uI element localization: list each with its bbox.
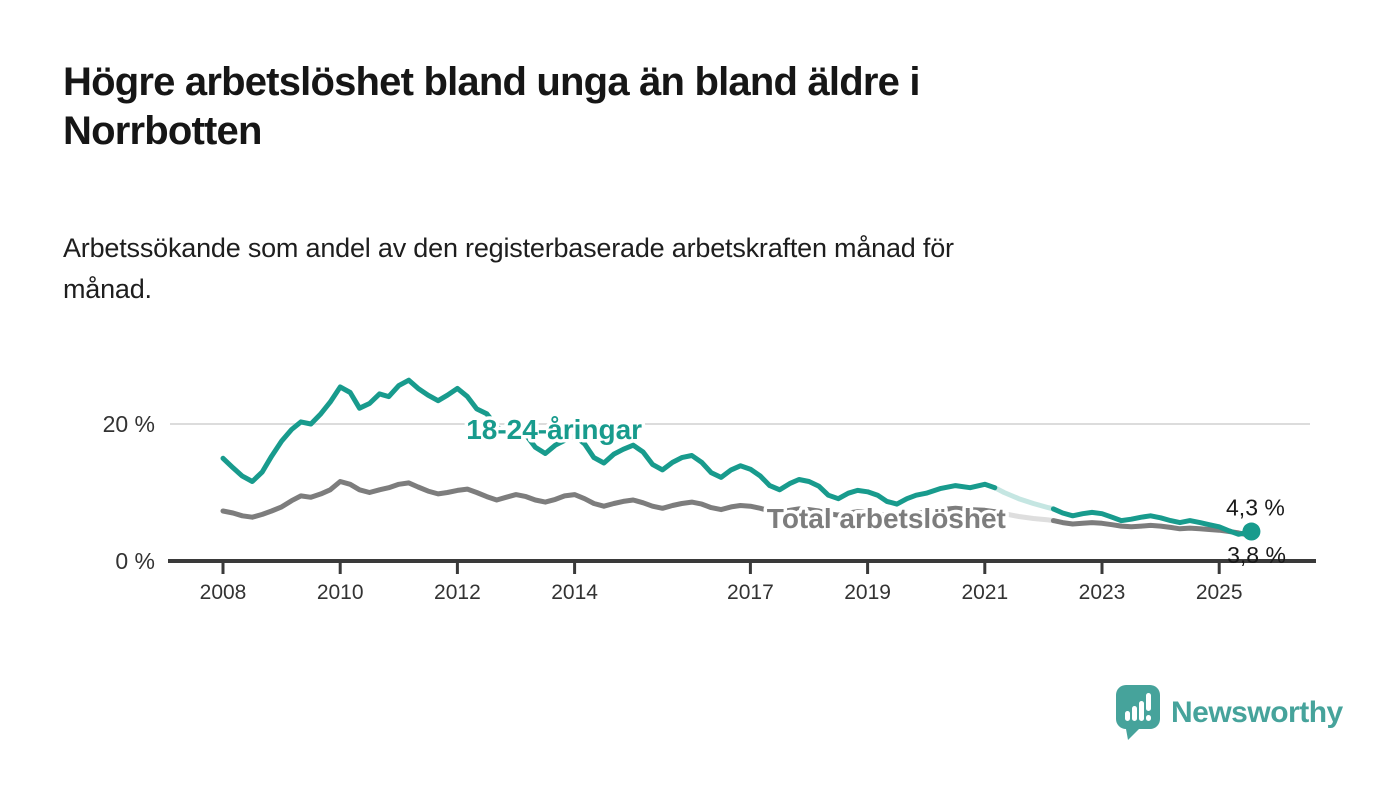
x-axis-label: 2017 (727, 581, 774, 604)
series-end-value-label: 3,8 % (1227, 542, 1286, 568)
newsworthy-logo: Newsworthy (1115, 684, 1343, 742)
x-axis-label: 2010 (317, 581, 364, 604)
series-line-18-24-åringar (1050, 506, 1254, 537)
x-axis-label: 2023 (1079, 581, 1126, 604)
series-end-dot (1242, 522, 1261, 541)
x-axis-label: 2014 (551, 581, 598, 604)
chart-subtitle: Arbetssökande som andel av den registerb… (63, 228, 1263, 309)
bar-small (1125, 711, 1130, 721)
bar-medium (1132, 706, 1137, 721)
bar-large (1139, 701, 1144, 721)
brand-name: Newsworthy (1171, 696, 1343, 729)
speech-bubble-bar-chart-icon (1116, 685, 1160, 740)
x-axis-label: 2021 (961, 581, 1008, 604)
exclamation-dot (1146, 715, 1151, 721)
series-line-gap-18-24-åringar (992, 485, 1056, 512)
page-title: Högre arbetslöshet bland unga än bland ä… (63, 58, 1193, 156)
subtitle-line-2: månad. (63, 273, 152, 304)
x-axis-label: 2008 (200, 581, 247, 604)
y-axis-label: 0 % (115, 548, 155, 574)
subtitle-line-1: Arbetssökande som andel av den registerb… (63, 233, 954, 263)
title-line-1: Högre arbetslöshet bland unga än bland ä… (63, 60, 920, 104)
x-axis-label: 2025 (1196, 581, 1243, 604)
series-line-Total arbetslöshet (1050, 518, 1251, 538)
title-line-2: Norrbotten (63, 108, 262, 153)
series-label: 18-24-åringar (466, 414, 642, 445)
y-axis-label: 20 % (103, 411, 155, 437)
exclamation-bar (1146, 693, 1151, 711)
speech-bubble-shape (1116, 685, 1160, 740)
series-end-value-label: 4,3 % (1226, 495, 1285, 521)
series-line-gap-Total arbetslöshet (992, 509, 1056, 524)
x-axis-label: 2019 (844, 581, 891, 604)
series-label: Total arbetslöshet (767, 503, 1006, 534)
series-line-18-24-åringar (220, 377, 998, 507)
series-line-Total arbetslöshet (220, 479, 998, 520)
x-axis-label: 2012 (434, 581, 481, 604)
